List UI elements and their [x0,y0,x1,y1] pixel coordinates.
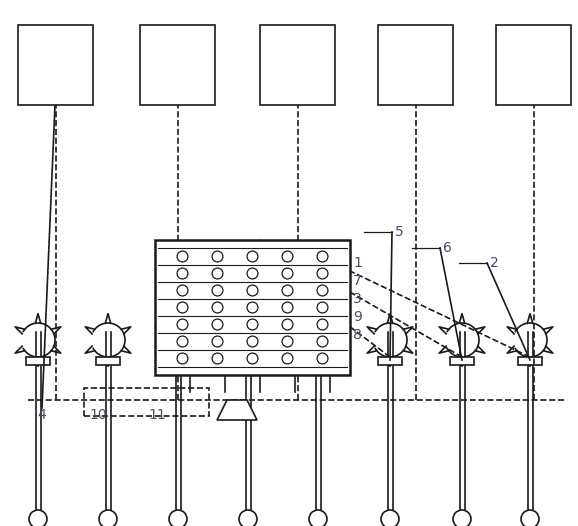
Bar [378,25,453,105]
Text: 7: 7 [353,274,362,288]
Bar [96,357,120,365]
Bar [306,357,330,365]
Polygon shape [217,400,257,420]
Bar [140,25,215,105]
Text: 8: 8 [353,328,362,342]
Circle shape [381,510,399,526]
Bar [260,25,335,105]
Bar [166,357,190,365]
Text: 2: 2 [490,256,499,270]
Text: 9: 9 [353,310,362,324]
Circle shape [169,510,187,526]
Text: 1: 1 [353,256,362,270]
Bar [378,357,402,365]
Bar [18,25,93,105]
Text: 10: 10 [89,408,107,422]
Text: 3: 3 [353,292,362,306]
Bar [155,240,350,375]
Bar [26,357,50,365]
Bar [236,357,260,365]
Bar [496,25,571,105]
Text: 11: 11 [148,408,166,422]
Circle shape [99,510,117,526]
Circle shape [309,510,327,526]
Bar [84,388,209,416]
Text: 4: 4 [38,408,46,422]
Circle shape [29,510,47,526]
Circle shape [453,510,471,526]
Circle shape [239,510,257,526]
Text: 5: 5 [395,225,404,239]
Circle shape [521,510,539,526]
Text: 6: 6 [443,241,452,255]
Bar [518,357,542,365]
Bar [450,357,474,365]
